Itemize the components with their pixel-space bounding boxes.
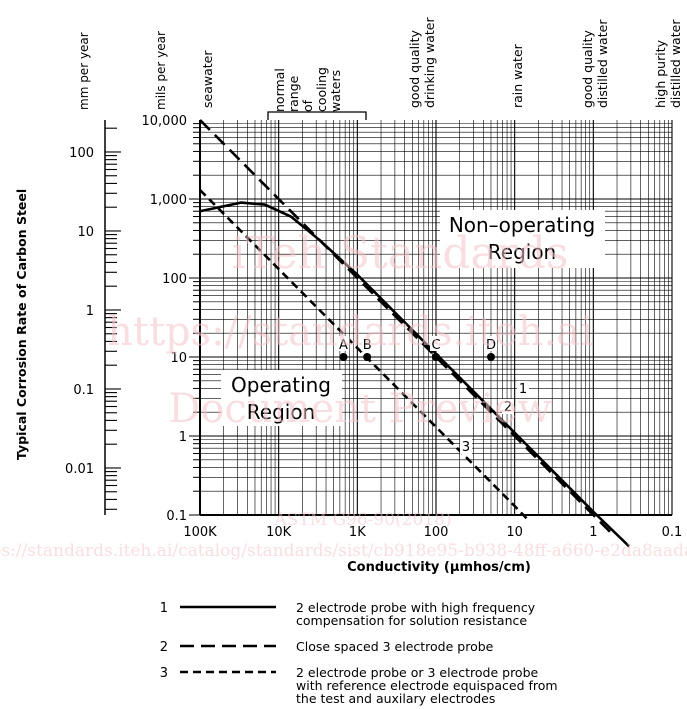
series-label-bg [517,381,529,396]
legend-text: with reference electrode equispaced from [296,678,558,693]
watermark-text: ASTM G96-90(2018) [273,510,451,530]
top-annotation-text: distilled water [668,19,683,108]
legend-key: 3 [160,666,168,681]
mm-tick-label: 10 [77,225,94,240]
point-label-A: A [339,338,348,353]
top-annotations: seawater normal range of cooling waters good q… [200,17,683,120]
y-axis-mm: mm per year 100 10 1 0.1 0.01 [65,32,121,516]
x-axis: Conductivity (µmhos/cm) 100K 10K 1K 100 10 1 0… [183,525,682,575]
legend-key: 2 [160,640,168,655]
mm-tick-label: 100 [69,146,94,161]
y-axis-unit-mm: mm per year [77,32,91,110]
point-B [363,353,372,361]
top-annotation-text: rain water [510,43,525,108]
top-annotation-text: cooling [314,67,329,112]
watermark-text: Document Preview [168,386,551,432]
top-annotation: rain water [510,43,525,108]
mm-tick-label: 1 [86,304,94,319]
series-line-3 [199,189,528,520]
point-A [339,353,348,361]
legend-entry-1: 1 2 electrode probe with high frequencyco… [160,600,536,628]
operating-region-box [221,370,342,426]
point-label-bg [337,336,350,351]
point-label-B: B [363,338,372,353]
top-annotation-text: high purity [653,39,668,108]
operating-region-label: Region [247,400,315,424]
top-annotation-text: range [286,75,301,112]
series-line-1 [199,201,631,548]
top-annotation-text: of [300,99,315,112]
x-tick-label: 1 [589,525,597,540]
y-tick-label: 10,000 [142,114,188,129]
top-annotation-text: distilled water [595,19,610,108]
top-annotation-text: normal [272,68,287,112]
point-D [486,353,495,361]
x-axis-title: Conductivity (µmhos/cm) [347,560,531,575]
top-annotation: good quality distilled water [580,19,610,108]
top-annotation: good quality drinking water [407,17,437,108]
series-label-2: 2 [504,400,512,415]
x-tick-label: 10 [506,525,523,540]
point-C [432,353,440,361]
x-tick-label: 100 [424,525,449,540]
point-label-bg [484,336,497,351]
mm-tick-label: 0.01 [65,462,94,477]
x-tick-label: 0.1 [662,525,683,540]
point-label-C: C [431,338,440,353]
x-tick-label: 1K [349,525,366,540]
top-annotation-text: good quality [580,29,595,108]
y-axis-title: Typical Corrosion Rate of Carbon Steel [14,189,29,460]
cooling-water-bracket [267,111,367,120]
top-annotation: normal range of cooling waters [267,67,367,120]
series-label-bg [502,399,514,414]
top-annotation-text: seawater [200,50,215,108]
watermark-text: https://standards.iteh.ai [107,309,593,355]
series-line-2 [199,119,612,534]
top-annotation-text: waters [328,70,343,112]
series-lines: 123 [199,119,631,548]
legend-text: 2 electrode probe or 3 electrode probe [296,665,539,680]
operating-region-label: Operating [231,373,331,397]
mm-tick-label: 0.1 [73,383,94,398]
point-label-D: D [486,338,496,353]
region-labels: Operating Region Non–operating Region [221,210,605,426]
legend-text: 2 electrode probe with high frequency [296,600,536,615]
top-annotation: high purity distilled water [653,19,683,108]
x-tick-label: 10K [266,525,292,540]
legend-text: compensation for solution resistance [296,613,527,628]
y-tick-label: 1 [179,430,187,445]
y-tick-label: 0.1 [166,509,187,524]
series-label-bg [460,439,472,454]
non-operating-region-label: Non–operating [449,213,595,237]
legend-key: 1 [160,601,168,616]
legend-entry-3: 3 2 electrode probe or 3 electrode probew… [160,665,558,706]
chart-grid [199,120,673,516]
non-operating-region-label: Region [488,240,556,264]
top-annotation: seawater [200,50,215,108]
series-label-3: 3 [462,440,470,455]
watermark-text: https://standards.iteh.ai/catalog/standa… [0,541,687,561]
y-axis-unit-mils: mils per year [154,31,168,110]
point-label-bg [361,336,374,351]
y-tick-label: 100 [162,272,187,287]
top-annotation-text: drinking water [422,17,437,108]
x-tick-label: 100K [183,525,217,540]
legend: 1 2 electrode probe with high frequencyco… [160,600,558,706]
y-tick-label: 10 [170,351,187,366]
point-label-bg [430,336,442,351]
series-label-1: 1 [519,382,527,397]
y-axis-mils: mils per year 10,000 1,000 100 10 1 0.1 [142,31,200,524]
y-tick-label: 1,000 [150,193,187,208]
non-operating-region-box [440,210,605,268]
legend-text: the test and auxilary electrodes [296,691,495,706]
watermark-text: iTeh Standards [232,228,569,279]
watermark: iTeh Standardshttps://standards.iteh.aiD… [0,228,687,561]
top-annotation-text: good quality [407,29,422,108]
legend-text: Close spaced 3 electrode probe [296,639,494,654]
legend-entry-2: 2 Close spaced 3 electrode probe [160,639,494,655]
